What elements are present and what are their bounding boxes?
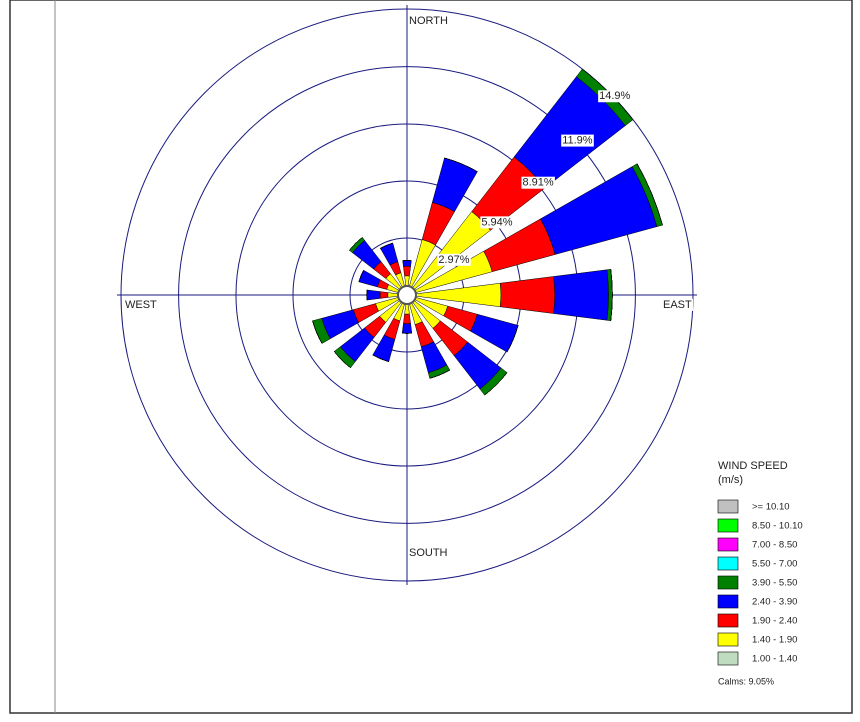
rose: 2.97% 5.94% 8.91% 11.9% 14.9% NORTH EAST SOUTH W… [117,5,697,585]
petal-segment [373,335,395,362]
legend-swatch [718,633,738,646]
ring-label: 11.9% [562,135,593,147]
petal-segment [380,243,398,265]
direction-label: WEST [125,299,157,311]
legend-swatch [718,557,738,570]
ring-label: 8.91% [522,177,553,189]
legend-label: 2.40 - 3.90 [752,597,797,608]
petal-segment [403,260,412,266]
calm-circle [398,286,416,304]
legend-label: 7.00 - 8.50 [752,540,797,551]
petal-segment [432,158,477,212]
legend-swatch [718,614,738,627]
petal-segment [470,314,518,352]
legend-label: 1.00 - 1.40 [752,654,797,665]
legend-label: 1.90 - 2.40 [752,616,797,627]
legend-swatch [718,576,738,589]
legend-swatch [718,652,738,665]
ring-label: 5.94% [481,216,512,228]
direction-label: SOUTH [409,547,448,559]
ring-label: 14.9% [599,90,630,102]
legend: 1.00 - 1.40 1.40 - 1.90 1.90 - 2.40 2.40 - … [718,500,803,665]
petal-segment [554,270,609,321]
petal-segment [367,290,381,300]
legend-title: WIND SPEED [718,460,788,472]
petal-segment [403,314,410,324]
legend-label: >= 10.10 [752,502,790,513]
petal-segment [380,292,388,299]
direction-label: NORTH [409,15,448,27]
legend-label: 3.90 - 5.50 [752,578,797,589]
ring-label: 2.97% [438,254,469,266]
calms-label: Calms: 9.05% [718,676,774,686]
direction-label: EAST [663,299,692,311]
petal-segment [500,276,554,313]
petal-segment [402,324,412,334]
legend-subtitle: (m/s) [718,474,743,486]
legend-swatch [718,519,738,532]
legend-swatch [718,538,738,551]
legend-label: 1.40 - 1.90 [752,635,797,646]
legend-swatch [718,595,738,608]
legend-swatch [718,500,738,513]
legend-label: 5.50 - 7.00 [752,559,797,570]
legend-label: 8.50 - 10.10 [752,521,803,532]
petal-segment [403,266,410,276]
